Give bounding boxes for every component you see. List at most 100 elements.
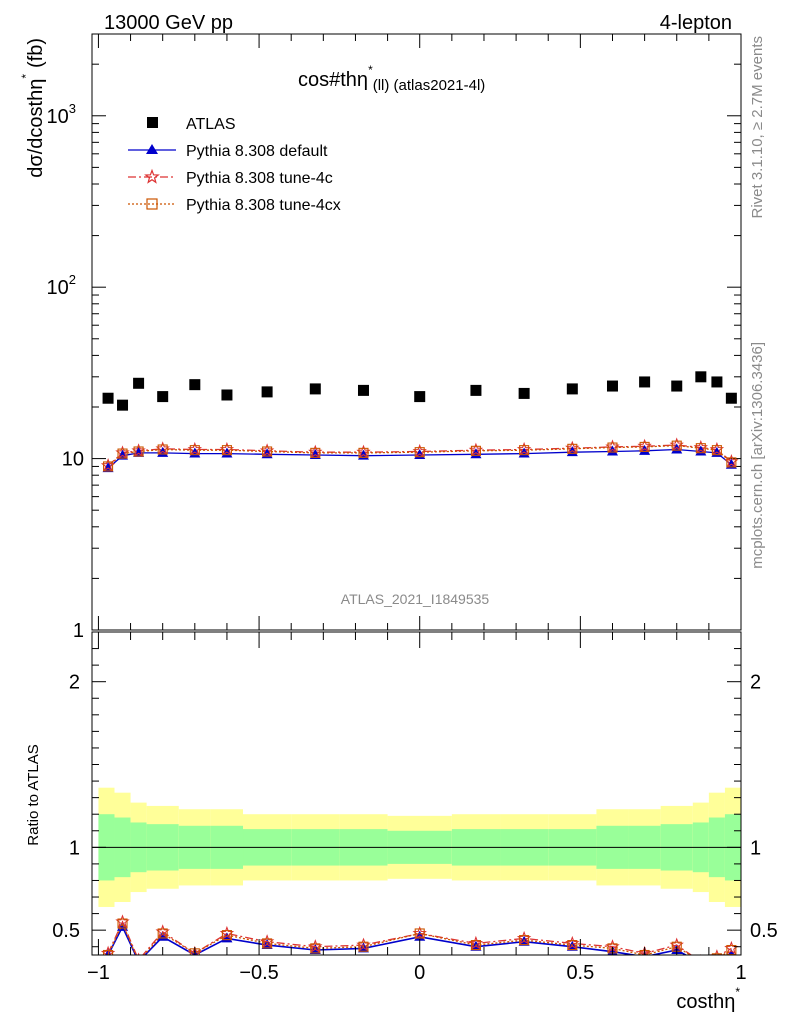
y-tick-label-base: 10	[47, 106, 69, 128]
atlas-data-point	[566, 383, 578, 395]
legend-label-tune-4c: Pythia 8.308 tune-4c	[186, 170, 333, 187]
ratio-tune-4c-point	[709, 949, 725, 955]
y-tick-label: 102	[47, 272, 76, 299]
ratio-tune-4cx-point	[358, 941, 369, 952]
atlas-data-point	[357, 384, 369, 396]
tune-4cx-point	[711, 445, 722, 456]
tune-4cx-point	[117, 448, 128, 459]
legend-marker-tune-4cx	[146, 198, 158, 210]
y-tick-label: 103	[47, 101, 76, 128]
ratio-series	[100, 914, 739, 967]
title-sup: *	[368, 63, 373, 77]
atlas-data-point	[671, 380, 683, 392]
ratio-y-tick-label-left: 1	[69, 837, 80, 859]
tune-4cx-point	[133, 446, 144, 457]
ratio-tune-4cx-point	[470, 940, 481, 951]
legend-label-tune-4cx: Pythia 8.308 tune-4cx	[186, 197, 341, 214]
atlas-data-point	[102, 392, 114, 404]
ylabel-sup: *	[19, 74, 33, 79]
x-tick-label: −1	[87, 962, 110, 984]
xlabel-main: costhη	[676, 991, 735, 1013]
atlas-data-point	[133, 377, 145, 389]
ratio-series-line	[107, 920, 732, 955]
default-point	[671, 443, 683, 454]
analysis-watermark: ATLAS_2021_I1849535	[341, 591, 490, 607]
tune-4cx-point	[157, 444, 168, 455]
x-tick-label: −0.5	[239, 962, 278, 984]
ratio-tune-4cx-point	[711, 953, 722, 955]
plot-title: cos#thη*(ll) (atlas2021-4l)	[298, 63, 485, 94]
y-tick-label-exp: 3	[69, 101, 76, 116]
ratio-default-point	[133, 956, 144, 966]
y-tick-label-base: 10	[47, 277, 69, 299]
tune-4cx-point	[358, 447, 369, 458]
ratio-tune-4cx-point	[134, 957, 143, 966]
atlas-data-point	[414, 391, 426, 403]
ratio-default-point	[695, 957, 706, 967]
main-data-points	[100, 371, 739, 473]
ratio-y-tick-label-right: 1	[750, 837, 761, 859]
ratio-default-point	[711, 957, 722, 967]
header-process: 4-lepton	[660, 12, 732, 34]
tune-4cx-point	[470, 445, 481, 456]
ratio-tune-4cx-point	[221, 930, 232, 941]
ratio-tune-4cx-point	[103, 949, 114, 955]
legend: ATLAS Pythia 8.308 default Pythia 8.308 …	[128, 116, 341, 214]
legend-marker-default	[146, 144, 158, 154]
y-tick-label: 10	[62, 449, 84, 471]
ratio-y-tick-label-left: 2	[69, 672, 80, 694]
title-main: cos#thη	[298, 69, 368, 91]
legend-label-atlas: ATLAS	[186, 116, 236, 133]
ratio-tune-4c-point	[137, 952, 140, 955]
xlabel-sup: *	[735, 985, 740, 999]
ratio-tune-4cx-point	[117, 918, 128, 929]
tune-4cx-point	[607, 442, 618, 453]
legend-label-default: Pythia 8.308 default	[186, 143, 328, 160]
rivet-info: Rivet 3.1.10, ≥ 2.7M events	[749, 36, 766, 219]
tune-4cx-point	[103, 461, 114, 472]
ratio-tune-4cx-point	[414, 928, 425, 939]
atlas-data-point	[695, 371, 707, 383]
y-tick-label: 1	[73, 620, 84, 642]
legend-marker-atlas	[147, 117, 158, 128]
tune-4cx-point	[671, 440, 682, 451]
ratio-axis-ticks: 0.5 0.51 12 2−1 −0.5 0 0.5 1	[52, 632, 778, 984]
default-point	[606, 445, 618, 456]
ylabel-unit: (fb)	[25, 38, 47, 68]
main-y-axis-label: dσ/dcosthη* (fb)	[19, 38, 47, 178]
atlas-data-point	[518, 387, 530, 399]
atlas-data-point	[470, 384, 482, 396]
atlas-data-point	[261, 386, 273, 398]
ratio-panel: 0.5 0.51 12 2−1 −0.5 0 0.5 1 Ratio to ATLAS cos…	[25, 631, 778, 1013]
ratio-series-line	[107, 921, 732, 955]
ratio-tune-4cx-point	[157, 928, 168, 939]
x-axis-label: costhη*	[676, 985, 740, 1013]
ratio-frame	[91, 631, 742, 956]
atlas-data-point	[309, 383, 321, 395]
tune-4cx-point	[262, 446, 273, 457]
x-tick-label: 1	[735, 962, 746, 984]
atlas-data-point	[221, 389, 233, 401]
title-sub: (ll) (atlas2021-4l)	[373, 77, 486, 94]
tune-4cx-point	[726, 457, 737, 468]
x-tick-label: 0.5	[566, 962, 594, 984]
atlas-data-point	[117, 399, 129, 411]
y-tick-label-base: 1	[73, 620, 84, 642]
tune-4cx-point	[189, 445, 200, 456]
default-point	[639, 444, 651, 455]
atlas-data-point	[157, 391, 169, 403]
main-frame	[91, 33, 742, 631]
atlas-data-point	[711, 376, 723, 388]
atlas-data-point	[606, 380, 618, 392]
y-tick-label-exp: 2	[69, 272, 76, 287]
ratio-y-axis-label: Ratio to ATLAS	[25, 744, 42, 845]
tune-4cx-point	[310, 447, 321, 458]
ratio-default-point	[728, 949, 735, 955]
ratio-tune-4cx-point	[696, 957, 705, 966]
ratio-tune-4c-point	[700, 953, 702, 955]
tune-4cx-point	[414, 447, 425, 458]
header-energy: 13000 GeV pp	[104, 12, 233, 34]
y-tick-label-base: 10	[62, 449, 84, 471]
